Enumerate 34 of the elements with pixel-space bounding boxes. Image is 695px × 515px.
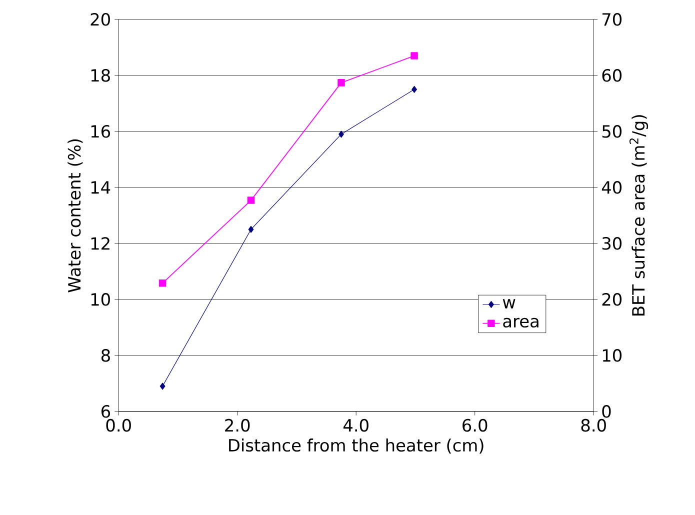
y2-axis-title: BET surface area (m$^{2}$/g): [629, 115, 648, 316]
legend-label: area: [503, 318, 538, 328]
y-tick-label: 8: [101, 348, 110, 362]
y-axis-title: Water content (%): [68, 139, 83, 292]
x-tick-label: 4.0: [343, 418, 368, 432]
x-tick-label: 0.0: [106, 418, 131, 432]
point: [247, 196, 255, 204]
point: [160, 382, 166, 390]
y-tick-label: 14: [91, 181, 110, 194]
y2-tick-label: 40: [602, 180, 622, 194]
y-tick-label: 18: [91, 68, 110, 82]
y2-tick-label: 70: [602, 12, 622, 26]
point: [338, 130, 344, 138]
legend-label: w: [502, 299, 516, 308]
y-tick-label: 10: [91, 292, 110, 306]
y2-tick-label: 0: [602, 404, 611, 418]
x-tick-label: 8.0: [581, 418, 606, 432]
x-axis-title: Distance from the heater (cm): [229, 438, 484, 454]
y2-tick-label: 60: [602, 68, 622, 82]
y-tick-label: 16: [91, 124, 110, 138]
point: [158, 280, 166, 287]
y2-tick-label: 20: [602, 292, 622, 306]
point: [248, 226, 254, 233]
x-tick-label: 6.0: [462, 418, 488, 432]
x-tick-label: 2.0: [225, 418, 250, 432]
point: [412, 86, 417, 93]
y2-tick-label: 50: [602, 124, 622, 138]
point: [338, 79, 345, 86]
y2-tick-label: 10: [602, 348, 622, 362]
y2-tick-label: 30: [602, 236, 622, 250]
point: [410, 52, 418, 60]
y-tick-label: 12: [91, 237, 110, 250]
y-tick-label: 6: [102, 404, 110, 418]
y-tick-label: 20: [90, 12, 110, 26]
